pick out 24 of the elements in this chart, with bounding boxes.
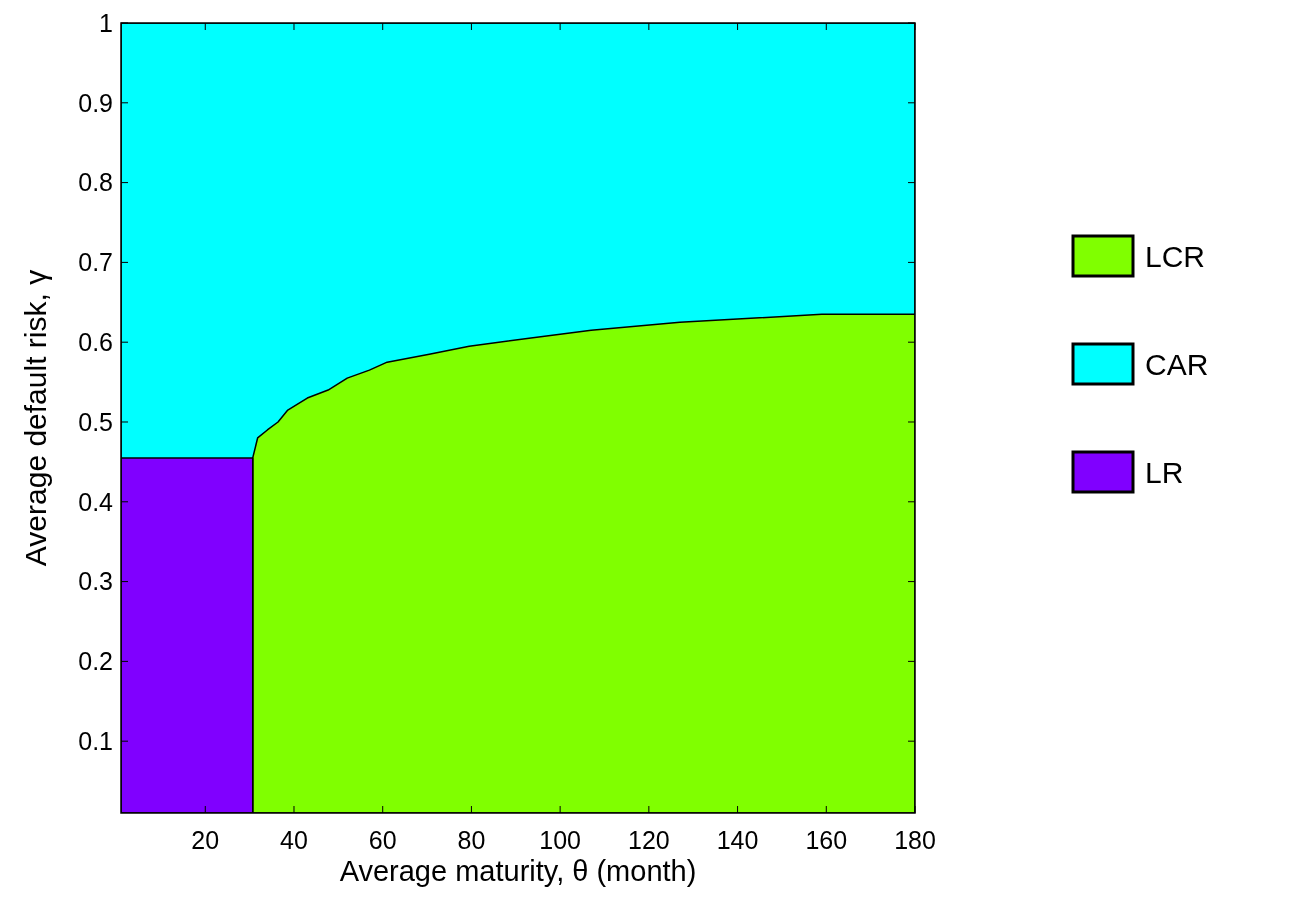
y-tick-label: 0.8 xyxy=(78,168,113,197)
legend-label: LR xyxy=(1145,455,1184,489)
x-tick-label: 180 xyxy=(894,826,936,854)
legend-label: CAR xyxy=(1145,347,1209,381)
x-tick-label: 20 xyxy=(191,826,220,854)
y-tick-label: 0.3 xyxy=(78,567,113,596)
x-tick-label: 40 xyxy=(280,826,308,854)
legend-label: LCR xyxy=(1145,239,1206,273)
x-tick-label: 100 xyxy=(539,826,581,854)
y-tick-label: 0.4 xyxy=(78,487,114,516)
x-tick-label: 140 xyxy=(716,826,759,854)
x-axis-title: Average maturity, θ (month) xyxy=(339,855,697,887)
y-tick-label: 0.7 xyxy=(78,248,113,277)
y-tick-label: 0.1 xyxy=(78,726,113,755)
y-tick-label: 0.2 xyxy=(78,647,113,676)
y-tick-label: 0.9 xyxy=(78,88,113,117)
y-tick-label: 0.5 xyxy=(78,407,113,436)
x-tick-label: 120 xyxy=(628,826,670,854)
y-axis-title: Average default risk, γ xyxy=(19,269,52,567)
x-tick-label: 80 xyxy=(457,826,486,854)
y-tick-label: 0.6 xyxy=(78,327,113,356)
y-tick-label: 1 xyxy=(99,8,113,37)
x-tick-label: 160 xyxy=(805,826,848,854)
x-tick-label: 60 xyxy=(368,826,397,854)
